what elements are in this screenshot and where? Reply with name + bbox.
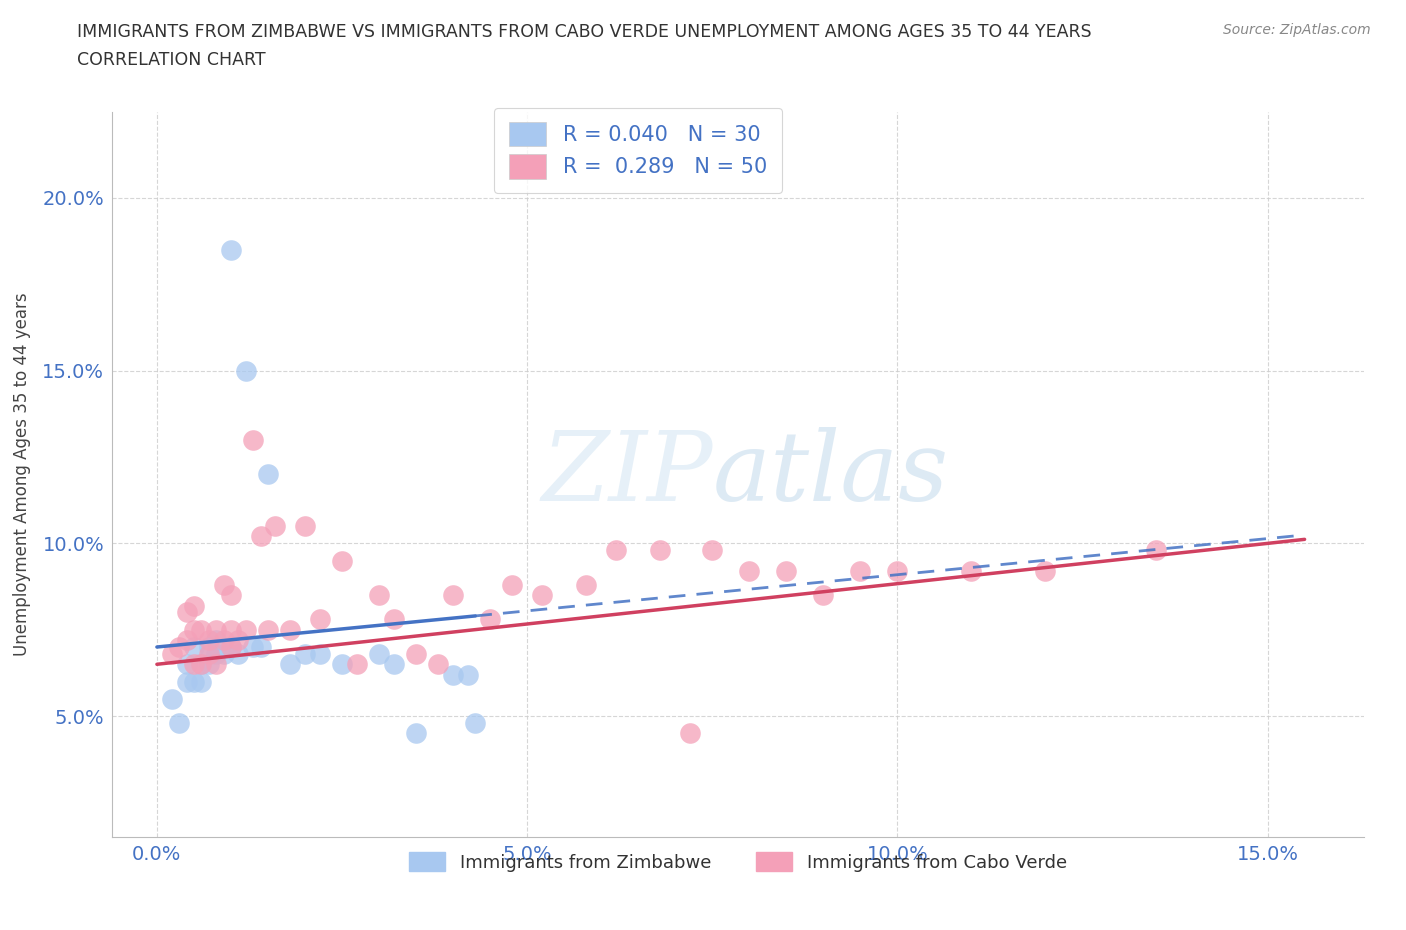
Point (197, 640, 219, 655)
Point (197, 646, 219, 661)
Point (464, 715, 486, 730)
Point (176, 657, 198, 671)
Point (183, 622, 205, 637)
Point (242, 432, 264, 447)
Point (368, 646, 391, 661)
Point (183, 657, 205, 671)
Point (160, 691, 183, 706)
Point (405, 726, 427, 741)
Point (183, 598, 205, 613)
Point (205, 632, 228, 647)
Point (308, 646, 330, 661)
Text: IMMIGRANTS FROM ZIMBABWE VS IMMIGRANTS FROM CABO VERDE UNEMPLOYMENT AMONG AGES 3: IMMIGRANTS FROM ZIMBABWE VS IMMIGRANTS F… (77, 23, 1092, 41)
Point (249, 529, 271, 544)
Point (457, 667, 479, 682)
Point (1146, 543, 1168, 558)
Point (190, 657, 212, 671)
Text: CORRELATION CHART: CORRELATION CHART (77, 51, 266, 69)
Point (294, 519, 316, 534)
Legend: Immigrants from Zimbabwe, Immigrants from Cabo Verde: Immigrants from Zimbabwe, Immigrants fro… (402, 844, 1074, 879)
Point (183, 640, 205, 655)
Point (405, 646, 427, 661)
Point (346, 657, 368, 671)
Point (242, 640, 264, 655)
Y-axis label: Unemployment Among Ages 35 to 44 years: Unemployment Among Ages 35 to 44 years (13, 293, 31, 656)
Text: ZIP: ZIP (541, 427, 713, 522)
Point (1035, 564, 1057, 578)
Point (219, 640, 242, 655)
Point (205, 622, 228, 637)
Point (167, 715, 190, 730)
Point (219, 243, 242, 258)
Point (775, 564, 797, 578)
Point (605, 543, 627, 558)
Point (382, 612, 405, 627)
Text: Source: ZipAtlas.com: Source: ZipAtlas.com (1223, 23, 1371, 37)
Point (427, 657, 450, 671)
Text: atlas: atlas (713, 427, 949, 522)
Point (368, 588, 391, 603)
Point (308, 612, 330, 627)
Point (702, 543, 724, 558)
Point (228, 646, 250, 661)
Point (441, 588, 464, 603)
Point (228, 632, 250, 647)
Point (650, 543, 672, 558)
Point (330, 553, 353, 568)
Point (330, 657, 353, 671)
Point (235, 364, 257, 379)
Point (212, 632, 235, 647)
Point (530, 588, 553, 603)
Point (205, 646, 228, 661)
Point (264, 519, 287, 534)
Point (738, 564, 761, 578)
Point (183, 674, 205, 689)
Point (176, 674, 198, 689)
Point (205, 657, 228, 671)
Point (501, 578, 523, 592)
Point (219, 640, 242, 655)
Point (278, 622, 301, 637)
Point (479, 612, 502, 627)
Point (257, 622, 280, 637)
Point (219, 622, 242, 637)
Point (219, 588, 242, 603)
Point (960, 564, 983, 578)
Point (212, 646, 235, 661)
Point (160, 646, 183, 661)
Point (190, 622, 212, 637)
Point (441, 667, 464, 682)
Point (176, 605, 198, 620)
Point (176, 632, 198, 647)
Point (382, 657, 405, 671)
Point (294, 646, 316, 661)
Point (257, 467, 280, 482)
Point (575, 578, 598, 592)
Point (197, 632, 219, 647)
Point (849, 564, 872, 578)
Point (813, 588, 835, 603)
Point (190, 657, 212, 671)
Point (679, 726, 702, 741)
Point (886, 564, 908, 578)
Point (235, 622, 257, 637)
Point (212, 578, 235, 592)
Point (167, 640, 190, 655)
Point (278, 657, 301, 671)
Point (190, 674, 212, 689)
Point (249, 640, 271, 655)
Point (197, 657, 219, 671)
